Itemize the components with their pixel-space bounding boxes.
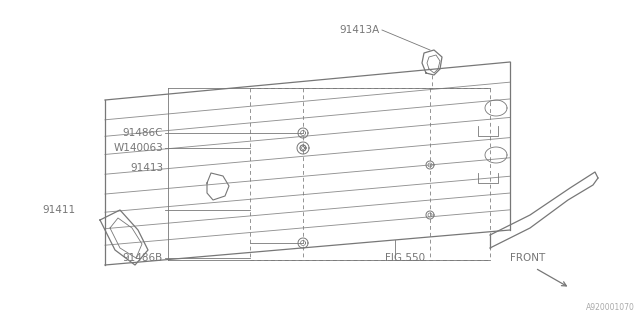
Text: 91486B: 91486B bbox=[123, 253, 163, 263]
Text: FRONT: FRONT bbox=[510, 253, 545, 263]
Text: A920001070: A920001070 bbox=[586, 303, 635, 312]
Text: 91411: 91411 bbox=[42, 205, 75, 215]
Text: 91486C: 91486C bbox=[122, 128, 163, 138]
Text: 91413: 91413 bbox=[130, 163, 163, 173]
Text: FIG.550: FIG.550 bbox=[385, 253, 425, 263]
Text: 91413A: 91413A bbox=[340, 25, 380, 35]
Text: W140063: W140063 bbox=[113, 143, 163, 153]
